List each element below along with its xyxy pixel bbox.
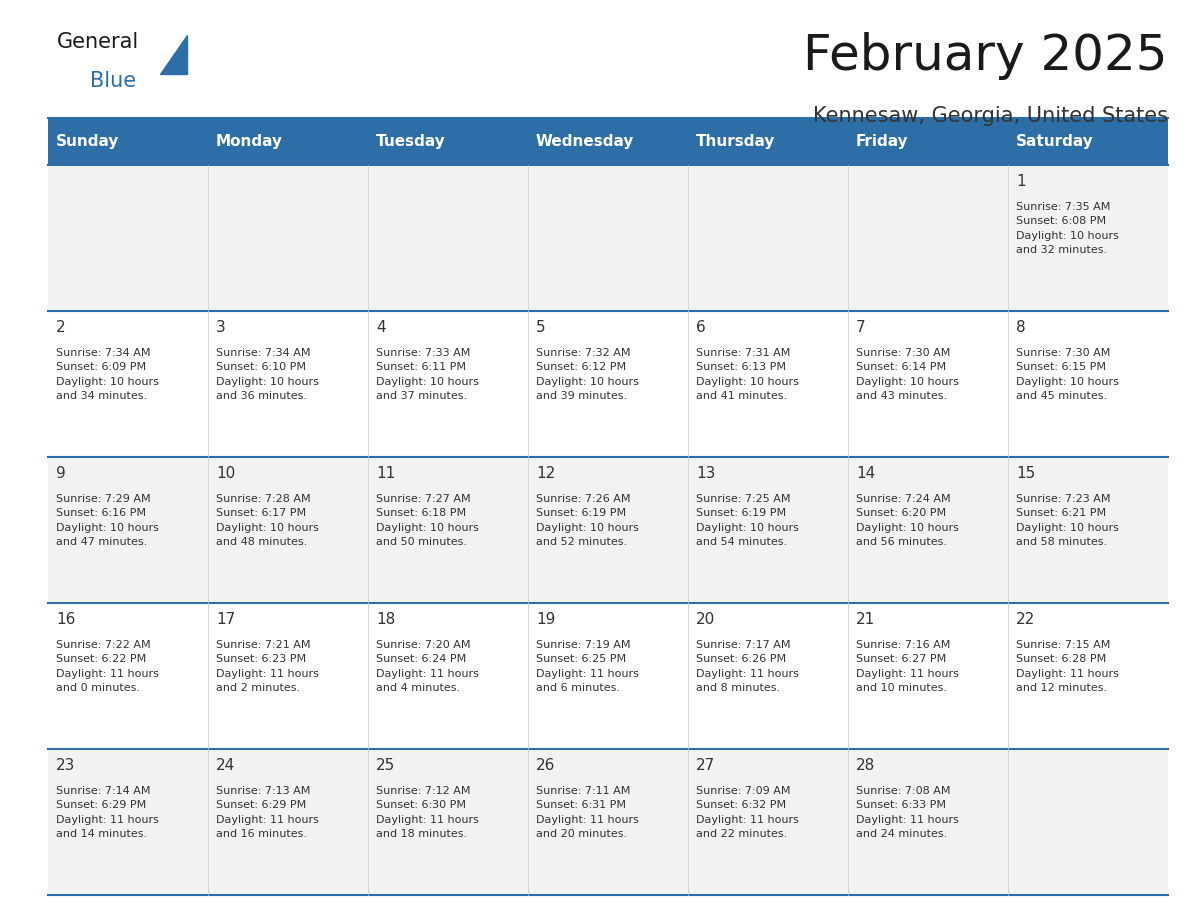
Text: Tuesday: Tuesday — [375, 134, 446, 149]
Text: 1: 1 — [1016, 174, 1025, 189]
Text: 3: 3 — [216, 320, 226, 335]
Text: Sunrise: 7:22 AM
Sunset: 6:22 PM
Daylight: 11 hours
and 0 minutes.: Sunrise: 7:22 AM Sunset: 6:22 PM Dayligh… — [56, 640, 159, 693]
Text: 6: 6 — [696, 320, 706, 335]
Bar — [848, 118, 1007, 165]
Bar — [48, 311, 1168, 457]
Text: 17: 17 — [216, 612, 235, 627]
Text: Sunrise: 7:32 AM
Sunset: 6:12 PM
Daylight: 10 hours
and 39 minutes.: Sunrise: 7:32 AM Sunset: 6:12 PM Dayligh… — [536, 348, 639, 401]
Polygon shape — [160, 35, 187, 74]
Text: Sunrise: 7:12 AM
Sunset: 6:30 PM
Daylight: 11 hours
and 18 minutes.: Sunrise: 7:12 AM Sunset: 6:30 PM Dayligh… — [375, 786, 479, 839]
Text: Sunday: Sunday — [56, 134, 119, 149]
Bar — [48, 165, 1168, 311]
Text: 7: 7 — [857, 320, 866, 335]
Text: 23: 23 — [56, 758, 75, 773]
Text: Sunrise: 7:20 AM
Sunset: 6:24 PM
Daylight: 11 hours
and 4 minutes.: Sunrise: 7:20 AM Sunset: 6:24 PM Dayligh… — [375, 640, 479, 693]
Text: 9: 9 — [56, 466, 65, 481]
Text: Sunrise: 7:26 AM
Sunset: 6:19 PM
Daylight: 10 hours
and 52 minutes.: Sunrise: 7:26 AM Sunset: 6:19 PM Dayligh… — [536, 494, 639, 547]
Text: Sunrise: 7:28 AM
Sunset: 6:17 PM
Daylight: 10 hours
and 48 minutes.: Sunrise: 7:28 AM Sunset: 6:17 PM Dayligh… — [216, 494, 318, 547]
Text: Blue: Blue — [90, 71, 137, 91]
Text: Sunrise: 7:34 AM
Sunset: 6:10 PM
Daylight: 10 hours
and 36 minutes.: Sunrise: 7:34 AM Sunset: 6:10 PM Dayligh… — [216, 348, 318, 401]
Bar — [208, 118, 367, 165]
Text: Saturday: Saturday — [1016, 134, 1094, 149]
Bar — [48, 457, 1168, 603]
Text: 15: 15 — [1016, 466, 1035, 481]
Text: General: General — [57, 32, 139, 52]
Text: Wednesday: Wednesday — [536, 134, 634, 149]
Text: Sunrise: 7:15 AM
Sunset: 6:28 PM
Daylight: 11 hours
and 12 minutes.: Sunrise: 7:15 AM Sunset: 6:28 PM Dayligh… — [1016, 640, 1119, 693]
Text: 13: 13 — [696, 466, 715, 481]
Text: Sunrise: 7:13 AM
Sunset: 6:29 PM
Daylight: 11 hours
and 16 minutes.: Sunrise: 7:13 AM Sunset: 6:29 PM Dayligh… — [216, 786, 318, 839]
Text: Sunrise: 7:23 AM
Sunset: 6:21 PM
Daylight: 10 hours
and 58 minutes.: Sunrise: 7:23 AM Sunset: 6:21 PM Dayligh… — [1016, 494, 1119, 547]
Text: Sunrise: 7:25 AM
Sunset: 6:19 PM
Daylight: 10 hours
and 54 minutes.: Sunrise: 7:25 AM Sunset: 6:19 PM Dayligh… — [696, 494, 798, 547]
Text: 20: 20 — [696, 612, 715, 627]
Text: 5: 5 — [536, 320, 545, 335]
Text: 11: 11 — [375, 466, 396, 481]
Text: 18: 18 — [375, 612, 396, 627]
Bar — [367, 118, 527, 165]
Text: 14: 14 — [857, 466, 876, 481]
Text: Sunrise: 7:34 AM
Sunset: 6:09 PM
Daylight: 10 hours
and 34 minutes.: Sunrise: 7:34 AM Sunset: 6:09 PM Dayligh… — [56, 348, 159, 401]
Bar — [48, 603, 1168, 749]
Bar — [1007, 118, 1168, 165]
Bar — [48, 118, 208, 165]
Text: Kennesaw, Georgia, United States: Kennesaw, Georgia, United States — [813, 106, 1168, 126]
Text: Sunrise: 7:29 AM
Sunset: 6:16 PM
Daylight: 10 hours
and 47 minutes.: Sunrise: 7:29 AM Sunset: 6:16 PM Dayligh… — [56, 494, 159, 547]
Text: 2: 2 — [56, 320, 65, 335]
Text: 21: 21 — [857, 612, 876, 627]
Text: 26: 26 — [536, 758, 555, 773]
Text: Sunrise: 7:09 AM
Sunset: 6:32 PM
Daylight: 11 hours
and 22 minutes.: Sunrise: 7:09 AM Sunset: 6:32 PM Dayligh… — [696, 786, 798, 839]
Text: February 2025: February 2025 — [803, 32, 1168, 80]
Text: Sunrise: 7:17 AM
Sunset: 6:26 PM
Daylight: 11 hours
and 8 minutes.: Sunrise: 7:17 AM Sunset: 6:26 PM Dayligh… — [696, 640, 798, 693]
Bar — [688, 118, 848, 165]
Bar — [527, 118, 688, 165]
Text: Sunrise: 7:08 AM
Sunset: 6:33 PM
Daylight: 11 hours
and 24 minutes.: Sunrise: 7:08 AM Sunset: 6:33 PM Dayligh… — [857, 786, 959, 839]
Text: 22: 22 — [1016, 612, 1035, 627]
Text: 25: 25 — [375, 758, 396, 773]
Text: Thursday: Thursday — [696, 134, 776, 149]
Text: Sunrise: 7:27 AM
Sunset: 6:18 PM
Daylight: 10 hours
and 50 minutes.: Sunrise: 7:27 AM Sunset: 6:18 PM Dayligh… — [375, 494, 479, 547]
Text: Sunrise: 7:11 AM
Sunset: 6:31 PM
Daylight: 11 hours
and 20 minutes.: Sunrise: 7:11 AM Sunset: 6:31 PM Dayligh… — [536, 786, 639, 839]
Text: Sunrise: 7:21 AM
Sunset: 6:23 PM
Daylight: 11 hours
and 2 minutes.: Sunrise: 7:21 AM Sunset: 6:23 PM Dayligh… — [216, 640, 318, 693]
Text: 8: 8 — [1016, 320, 1025, 335]
Text: 27: 27 — [696, 758, 715, 773]
Text: Sunrise: 7:14 AM
Sunset: 6:29 PM
Daylight: 11 hours
and 14 minutes.: Sunrise: 7:14 AM Sunset: 6:29 PM Dayligh… — [56, 786, 159, 839]
Text: Sunrise: 7:30 AM
Sunset: 6:14 PM
Daylight: 10 hours
and 43 minutes.: Sunrise: 7:30 AM Sunset: 6:14 PM Dayligh… — [857, 348, 959, 401]
Text: Sunrise: 7:19 AM
Sunset: 6:25 PM
Daylight: 11 hours
and 6 minutes.: Sunrise: 7:19 AM Sunset: 6:25 PM Dayligh… — [536, 640, 639, 693]
Text: 16: 16 — [56, 612, 75, 627]
Text: Sunrise: 7:24 AM
Sunset: 6:20 PM
Daylight: 10 hours
and 56 minutes.: Sunrise: 7:24 AM Sunset: 6:20 PM Dayligh… — [857, 494, 959, 547]
Text: Sunrise: 7:31 AM
Sunset: 6:13 PM
Daylight: 10 hours
and 41 minutes.: Sunrise: 7:31 AM Sunset: 6:13 PM Dayligh… — [696, 348, 798, 401]
Text: Monday: Monday — [216, 134, 283, 149]
Text: 28: 28 — [857, 758, 876, 773]
Text: Sunrise: 7:16 AM
Sunset: 6:27 PM
Daylight: 11 hours
and 10 minutes.: Sunrise: 7:16 AM Sunset: 6:27 PM Dayligh… — [857, 640, 959, 693]
Text: 4: 4 — [375, 320, 386, 335]
Bar — [48, 749, 1168, 895]
Text: Sunrise: 7:33 AM
Sunset: 6:11 PM
Daylight: 10 hours
and 37 minutes.: Sunrise: 7:33 AM Sunset: 6:11 PM Dayligh… — [375, 348, 479, 401]
Text: 24: 24 — [216, 758, 235, 773]
Text: 19: 19 — [536, 612, 555, 627]
Text: Friday: Friday — [857, 134, 909, 149]
Text: Sunrise: 7:30 AM
Sunset: 6:15 PM
Daylight: 10 hours
and 45 minutes.: Sunrise: 7:30 AM Sunset: 6:15 PM Dayligh… — [1016, 348, 1119, 401]
Text: Sunrise: 7:35 AM
Sunset: 6:08 PM
Daylight: 10 hours
and 32 minutes.: Sunrise: 7:35 AM Sunset: 6:08 PM Dayligh… — [1016, 202, 1119, 255]
Text: 10: 10 — [216, 466, 235, 481]
Text: 12: 12 — [536, 466, 555, 481]
